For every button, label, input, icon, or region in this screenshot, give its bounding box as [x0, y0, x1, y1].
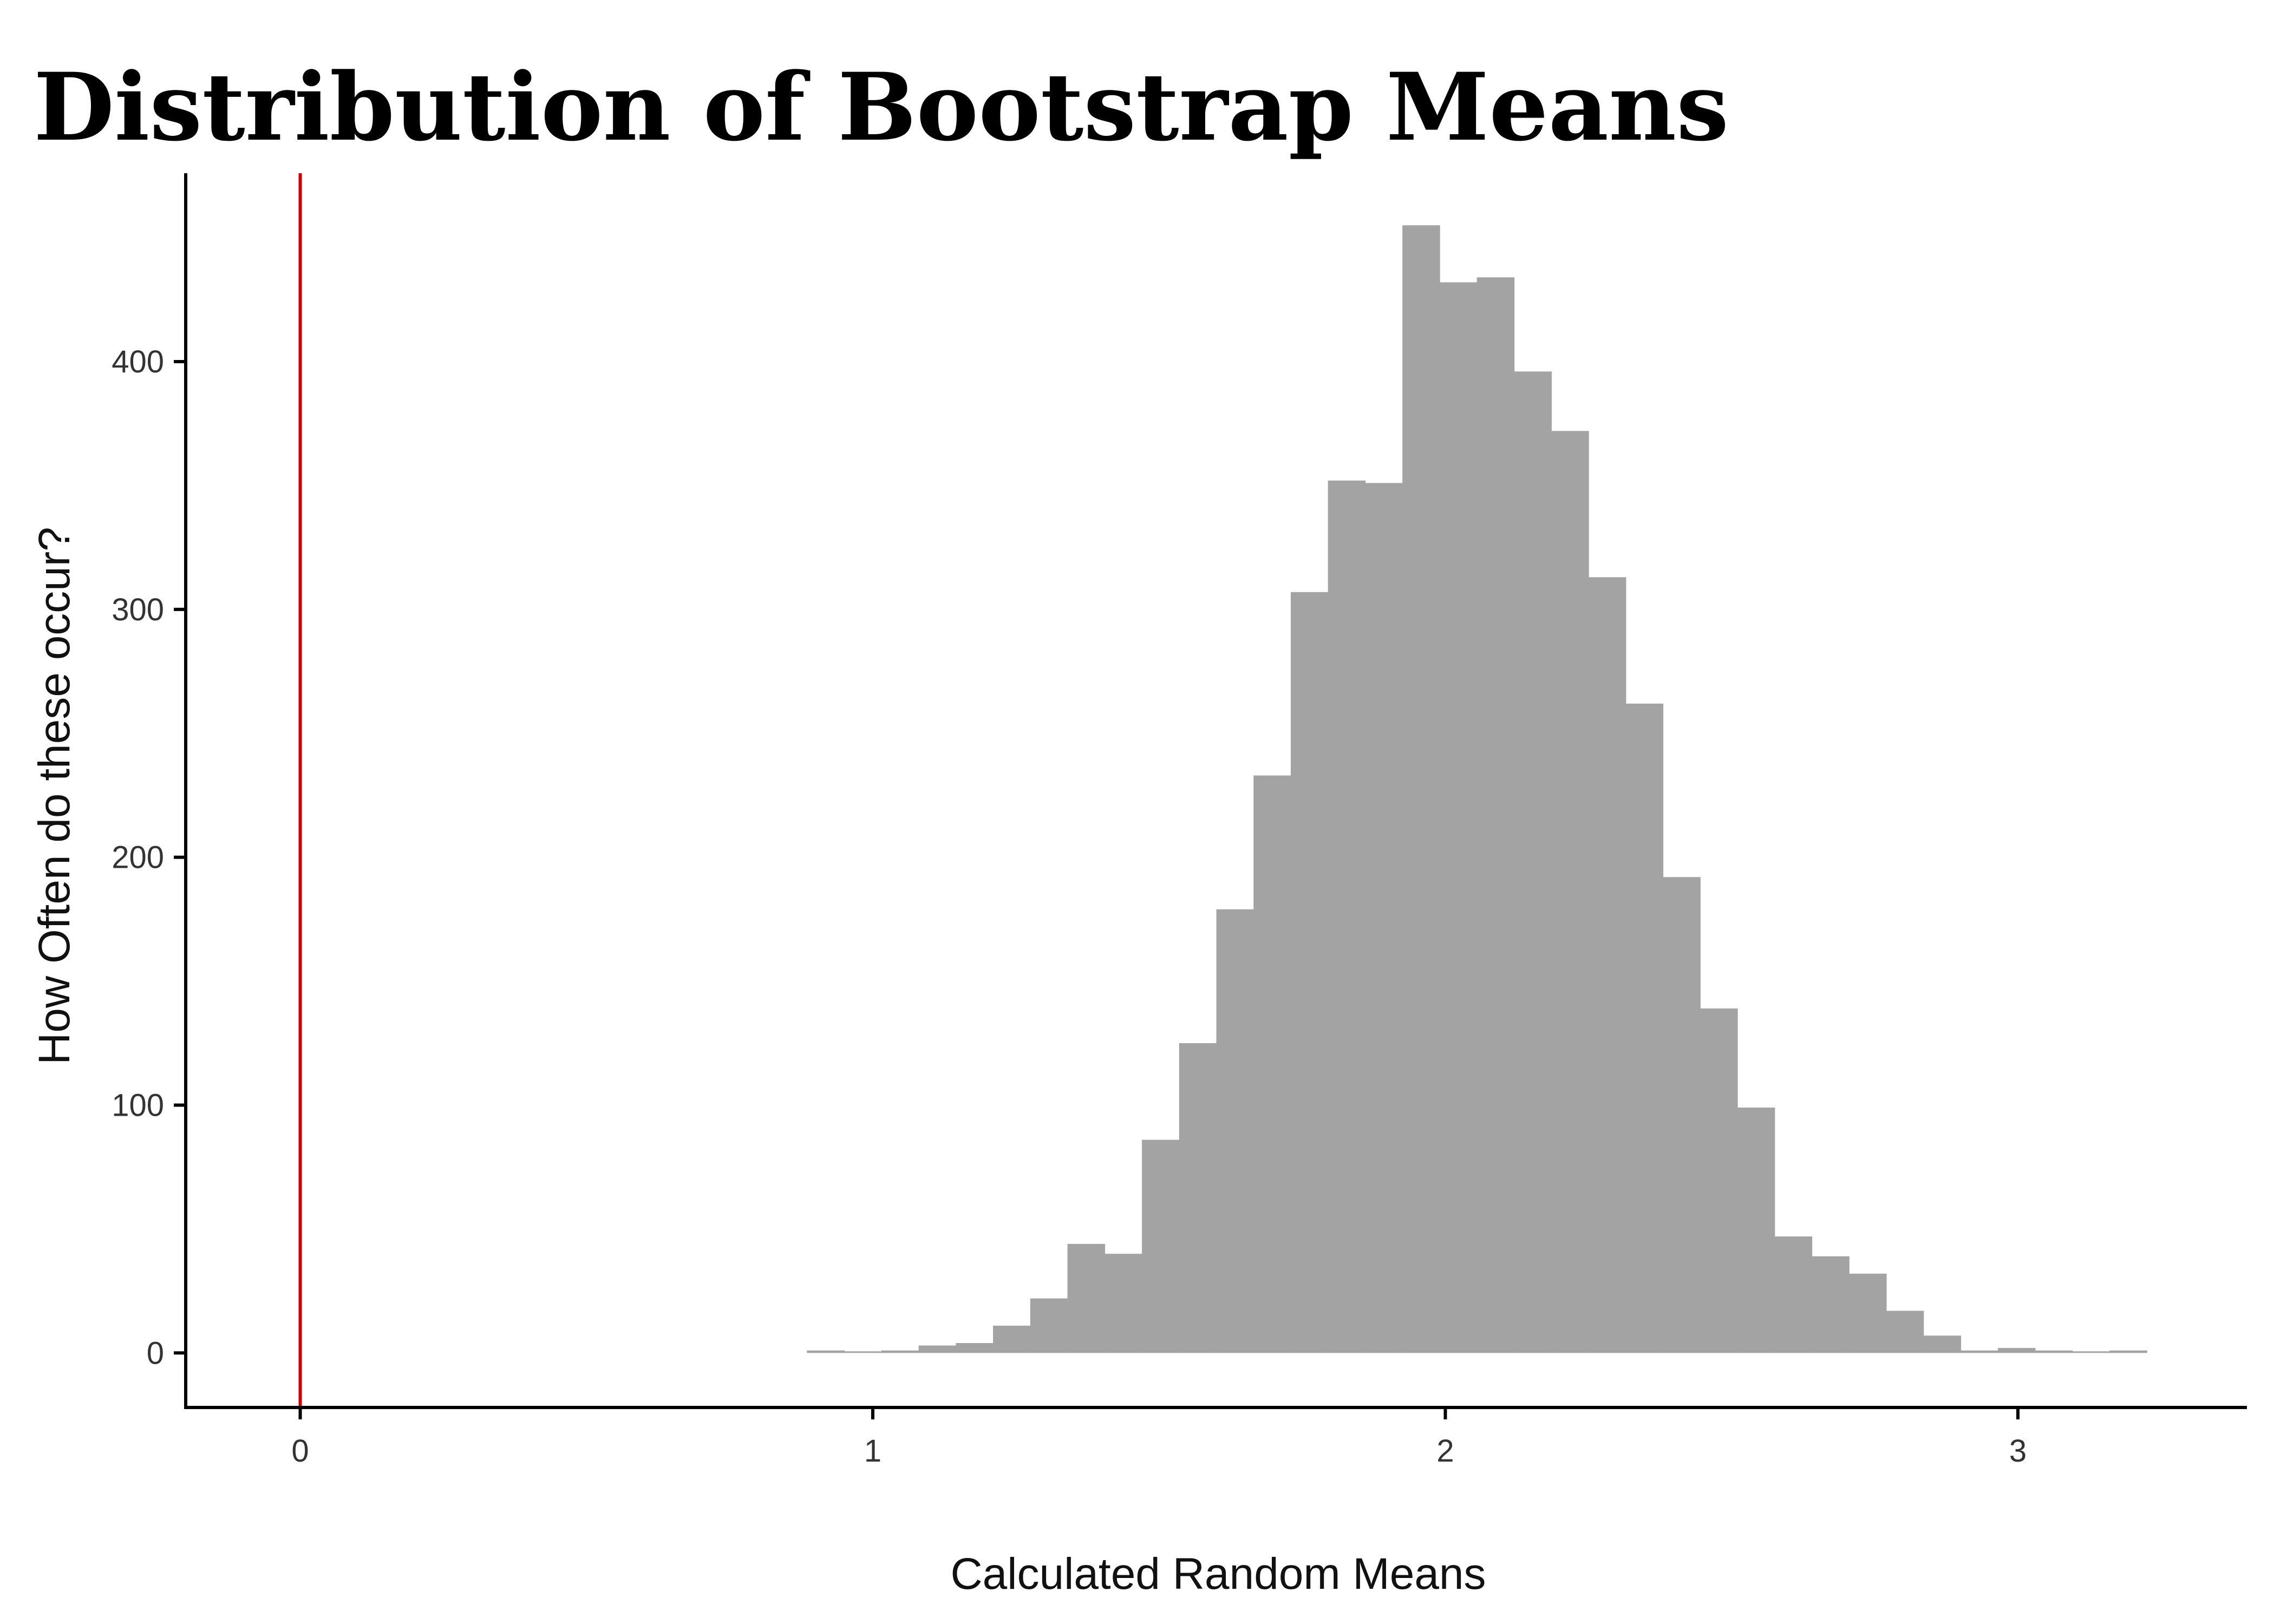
histogram-bar	[1402, 225, 1440, 1353]
y-tick-label: 0	[147, 1335, 164, 1371]
ticks-layer: 0 1 2 3 0 100 200 300 400	[112, 344, 2027, 1469]
histogram-bar	[1849, 1273, 1887, 1353]
histogram-bar	[2035, 1350, 2073, 1353]
y-tick-label: 300	[112, 592, 164, 627]
histogram-bar	[1290, 592, 1329, 1353]
histogram-bar	[1328, 480, 1366, 1353]
y-tick-label: 400	[112, 344, 164, 379]
chart-title: Distribution of Bootstrap Means	[34, 52, 1729, 162]
histogram-bar	[993, 1325, 1031, 1353]
x-axis-title: Calculated Random Means	[950, 1549, 1486, 1599]
histogram-bar	[1216, 909, 1254, 1353]
histogram-bar	[1030, 1298, 1068, 1353]
histogram-bar	[2072, 1351, 2110, 1353]
histogram-bar	[1476, 277, 1515, 1353]
histogram-bar	[1439, 282, 1478, 1353]
histogram-bar	[1625, 703, 1664, 1353]
histogram-bar	[1365, 483, 1403, 1353]
histogram-bar	[1812, 1256, 1850, 1353]
x-tick-label: 1	[864, 1433, 881, 1469]
histogram-bar	[1737, 1108, 1775, 1353]
histogram-bar	[1997, 1348, 2036, 1353]
axes-layer	[184, 173, 2247, 1409]
histogram-bar	[1179, 1043, 1217, 1353]
histogram-bar	[1588, 577, 1626, 1353]
histogram-bar	[1142, 1140, 1180, 1353]
y-axis-title: How Often do these occur?	[30, 527, 79, 1065]
x-tick-label: 3	[2009, 1433, 2027, 1469]
histogram-bar	[1514, 371, 1552, 1353]
histogram-bar	[881, 1350, 919, 1353]
x-tick-label: 0	[291, 1433, 309, 1469]
histogram-bar	[1774, 1236, 1813, 1353]
y-tick-label: 100	[112, 1088, 164, 1123]
histogram-bar	[1663, 877, 1701, 1353]
histogram-bar	[1551, 431, 1589, 1353]
histogram-bar	[1253, 775, 1291, 1353]
histogram-bar	[1067, 1243, 1106, 1353]
bars-layer	[807, 225, 2147, 1353]
histogram-bar	[1886, 1311, 1924, 1353]
histogram-bar	[956, 1343, 994, 1353]
y-tick-label: 200	[112, 840, 164, 875]
histogram-bar	[1923, 1335, 1962, 1353]
histogram-bar	[1105, 1254, 1142, 1353]
x-tick-label: 2	[1436, 1433, 1454, 1469]
histogram-bar	[844, 1351, 882, 1353]
histogram-bar	[807, 1350, 845, 1353]
histogram-bar	[1961, 1350, 1998, 1353]
histogram-bar	[1700, 1008, 1738, 1353]
histogram-bar	[2109, 1350, 2147, 1353]
histogram-bar	[918, 1345, 957, 1353]
